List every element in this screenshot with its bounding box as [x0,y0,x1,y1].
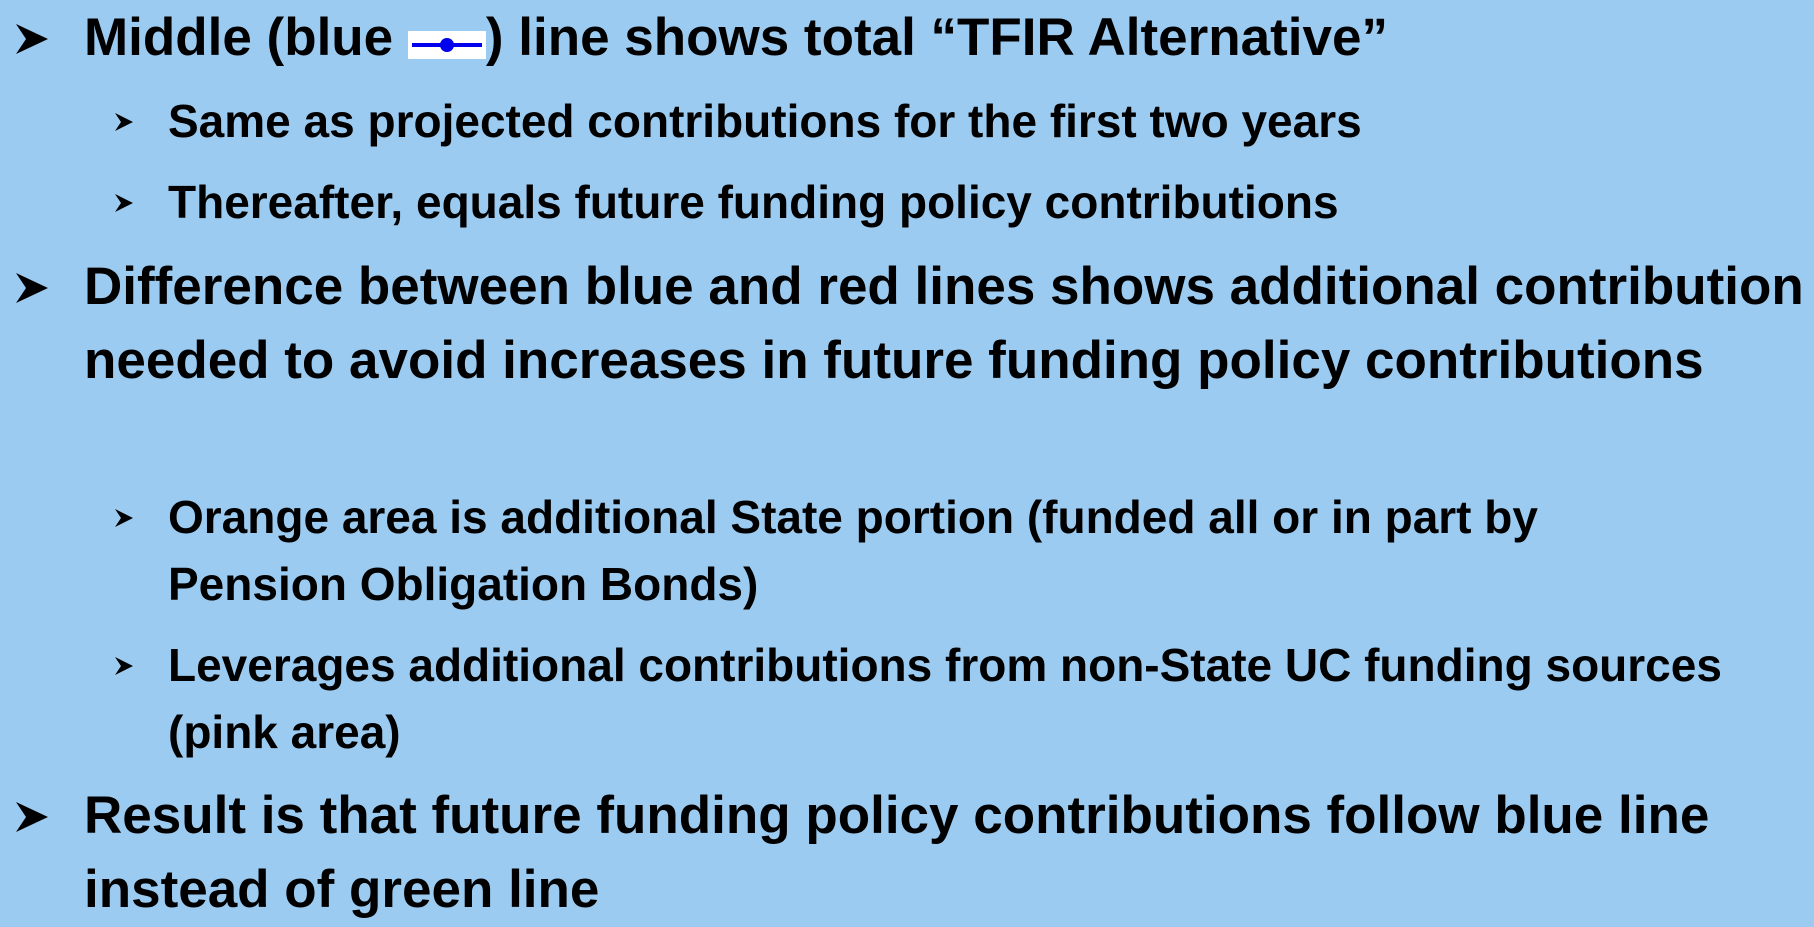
bullet: Middle (blue ) line shows total “TFIR Al… [16,1,1812,75]
sub-bullet: Thereafter, equals future funding policy… [115,169,1728,236]
sub-bullet-arrow [115,509,133,527]
legend-icon [407,31,486,59]
bullet-arrow [16,273,48,303]
bullet-text: Middle (blue [84,8,408,67]
sub-bullet-text: Leverages additional contributions from … [168,639,1722,758]
sub-bullet: Leverages additional contributions from … [115,632,1728,766]
bullet: Result is that future funding policy con… [16,779,1812,927]
sub-bullet-arrow [115,657,133,675]
sub-bullet-arrow [115,113,133,131]
sub-bullet-text: Same as projected contributions for the … [168,95,1362,147]
sub-bullet: Same as projected contributions for the … [115,88,1728,155]
bullet-arrow [16,24,48,54]
bullet: Difference between blue and red lines sh… [16,250,1812,398]
sub-bullet-text: Orange area is additional State portion … [168,491,1538,610]
bullet-text: ) line shows total “TFIR Alternative” [485,8,1388,67]
bullet-text: Difference between blue and red lines sh… [84,257,1804,390]
sub-bullet-arrow [115,194,133,212]
sub-bullet-text: Thereafter, equals future funding policy… [168,176,1339,228]
sub-bullet: Orange area is additional State portion … [115,484,1728,618]
bullet-arrow [16,802,48,832]
bullet-text: Result is that future funding policy con… [84,786,1710,919]
